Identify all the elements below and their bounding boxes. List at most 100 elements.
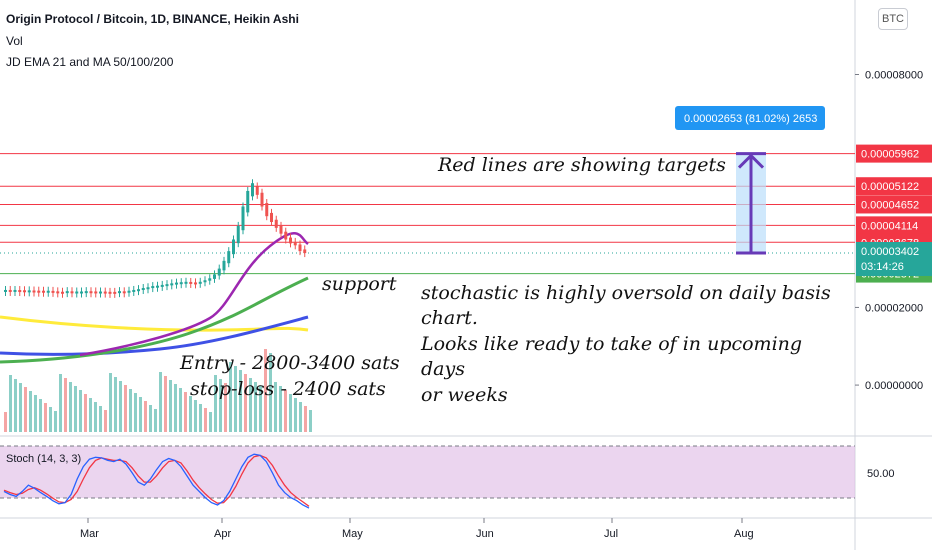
volume-bar	[284, 390, 287, 432]
volume-bar	[74, 386, 77, 432]
volume-bar	[119, 381, 122, 432]
candle	[4, 289, 7, 292]
bar-countdown-label: 03:14:26	[861, 261, 904, 273]
candle	[113, 291, 117, 294]
volume-bar	[44, 403, 47, 432]
volume-bar	[154, 409, 157, 432]
candle	[132, 289, 136, 292]
volume-legend[interactable]: Vol	[6, 34, 23, 48]
candle	[8, 289, 12, 292]
volume-bar	[234, 366, 237, 432]
time-tick-label: Jun	[476, 528, 494, 540]
candle	[37, 290, 41, 293]
volume-bar	[69, 382, 72, 432]
time-tick-label: Aug	[734, 528, 754, 540]
target-price-label: 0.00004114	[861, 220, 918, 232]
target-price-badge	[856, 195, 932, 214]
volume-bar	[269, 353, 272, 432]
volume-bar	[159, 372, 162, 432]
price-tick-label: 0.00008000	[865, 69, 923, 81]
volume-bar	[264, 349, 267, 432]
candle	[42, 290, 45, 293]
stoch-k-line	[3, 453, 310, 509]
volume-bar	[124, 385, 127, 432]
ma100-line	[0, 315, 309, 356]
candle	[141, 288, 145, 291]
time-tick-label: May	[342, 528, 363, 540]
candle	[189, 281, 193, 284]
candle	[179, 282, 183, 285]
candle	[270, 212, 273, 223]
candle	[160, 284, 164, 287]
volume-bar	[149, 405, 152, 432]
candle	[18, 290, 22, 293]
volume-bar	[244, 374, 247, 432]
analysis-line-5: or weeks	[421, 384, 508, 406]
analysis-line-3: Looks like ready to take of in upcoming	[421, 333, 803, 355]
volume-bar	[209, 412, 212, 432]
volume-bar	[189, 396, 192, 432]
candle	[198, 281, 202, 284]
current-price-badge	[856, 242, 932, 276]
candle	[293, 241, 297, 246]
volume-bar	[24, 387, 27, 432]
volume-bar	[109, 373, 112, 432]
candle	[23, 290, 26, 293]
target-price-label: 0.00005122	[861, 181, 919, 193]
candle	[103, 291, 107, 294]
targets-note: Red lines are showing targets	[438, 154, 726, 176]
volume-bars	[4, 349, 312, 432]
currency-badge[interactable]: BTC	[878, 8, 908, 30]
volume-bar	[99, 406, 102, 432]
candle	[203, 280, 207, 283]
volume-bar	[299, 402, 302, 432]
candle	[80, 291, 83, 294]
volume-bar	[179, 388, 182, 432]
volume-bar	[164, 376, 167, 432]
candle	[146, 287, 150, 290]
candle	[279, 225, 283, 234]
volume-bar	[134, 393, 137, 432]
measure-label: 0.00002653 (81.02%) 2653	[684, 113, 817, 125]
volume-bar	[169, 380, 172, 432]
candle	[274, 219, 278, 228]
candle	[184, 281, 188, 284]
volume-bar	[254, 382, 257, 432]
candle	[127, 290, 131, 293]
candle	[56, 291, 60, 294]
candle	[156, 285, 159, 288]
time-tick-label: Apr	[214, 528, 231, 540]
volume-bar	[204, 408, 207, 432]
volume-bar	[4, 412, 7, 432]
measure-label-box	[675, 106, 825, 130]
time-tick-label: Jul	[604, 528, 618, 540]
volume-bar	[9, 375, 12, 432]
candle	[298, 244, 302, 252]
current-price-label: 0.00003402	[861, 246, 919, 258]
candle	[175, 282, 178, 285]
volume-bar	[49, 407, 52, 432]
volume-bar	[184, 392, 187, 432]
ma-legend[interactable]: JD EMA 21 and MA 50/100/200	[6, 55, 174, 69]
candle	[232, 239, 235, 255]
stoploss-note: stop-loss - 2400 sats	[190, 378, 386, 400]
candle	[289, 237, 292, 244]
candle	[255, 186, 259, 195]
volume-bar	[239, 370, 242, 432]
volume-bar	[39, 399, 42, 432]
candle	[13, 289, 17, 292]
volume-bar	[199, 404, 202, 432]
candles	[4, 179, 307, 298]
volume-bar	[174, 384, 177, 432]
volume-bar	[104, 410, 107, 432]
candle	[213, 274, 216, 279]
candle	[165, 284, 169, 287]
volume-bar	[139, 397, 142, 432]
volume-bar	[114, 377, 117, 432]
candle	[27, 290, 31, 293]
stoch-tick-label: 50.00	[867, 468, 895, 480]
candle	[236, 225, 240, 244]
stoch-d-line	[3, 454, 310, 507]
candle	[122, 291, 126, 294]
